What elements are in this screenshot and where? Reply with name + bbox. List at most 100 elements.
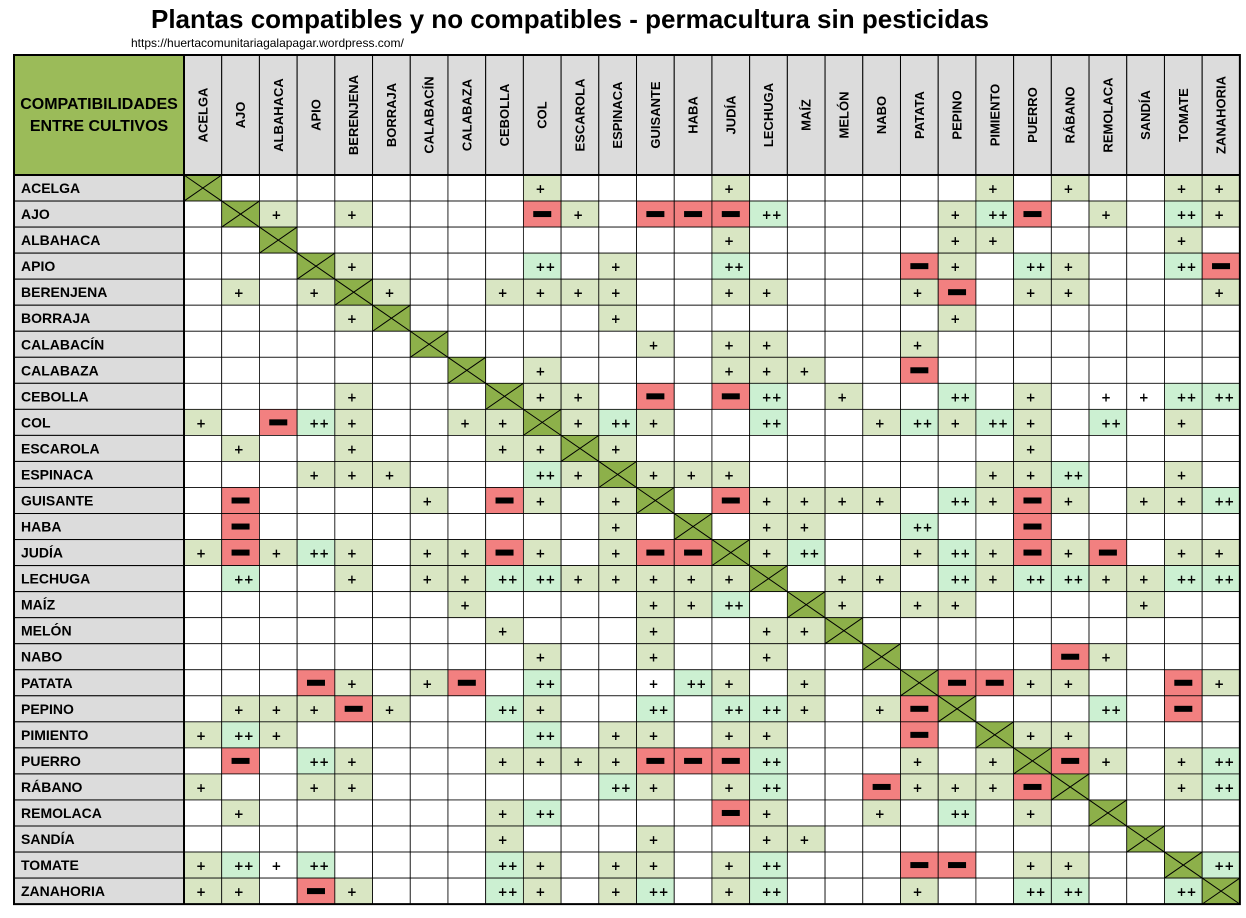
compat-symbol: + — [837, 495, 847, 509]
incompatible-symbol — [646, 549, 665, 556]
matrix-cell — [1088, 356, 1128, 384]
matrix-cell — [937, 643, 977, 671]
compat-symbol: + — [762, 651, 772, 665]
matrix-cell — [183, 408, 223, 436]
column-header-label: PEPINO — [950, 90, 965, 139]
matrix-cell — [1164, 877, 1203, 905]
matrix-cell — [372, 747, 411, 775]
matrix-cell — [900, 591, 939, 619]
matrix-cell — [1088, 565, 1128, 593]
row-header-label: REMOLACA — [21, 805, 102, 821]
row-header-label: SANDÍA — [21, 831, 75, 847]
incompatible-symbol — [684, 757, 703, 764]
compat-symbol: + — [573, 286, 583, 300]
matrix-cell — [900, 877, 939, 905]
matrix-cell — [334, 825, 373, 853]
matrix-cell — [824, 330, 864, 358]
matrix-cell — [447, 330, 487, 358]
compat-symbol: + — [234, 807, 244, 821]
compat-symbol: ++ — [950, 495, 970, 509]
matrix-cell — [673, 330, 713, 358]
compat-symbol: + — [1101, 573, 1111, 587]
compat-symbol: + — [535, 390, 545, 404]
matrix-cell — [259, 382, 298, 410]
matrix-cell — [560, 461, 600, 488]
matrix-cell — [749, 408, 788, 436]
matrix-cell — [560, 539, 600, 566]
matrix-cell — [711, 773, 751, 801]
matrix-cell — [183, 513, 223, 540]
matrix-cell — [372, 539, 411, 566]
matrix-cell — [862, 695, 901, 723]
compat-symbol: + — [1176, 234, 1186, 248]
matrix-cell — [937, 877, 977, 905]
column-header-label: REMOLACA — [1100, 77, 1115, 153]
matrix-cell — [749, 851, 788, 879]
compat-symbol: + — [649, 859, 659, 873]
matrix-cell — [183, 304, 223, 332]
matrix-cell — [1050, 356, 1090, 384]
matrix-cell — [975, 513, 1015, 540]
matrix-cell — [485, 226, 524, 254]
compat-symbol: ++ — [1214, 781, 1234, 795]
matrix-cell — [372, 174, 411, 202]
matrix-cell — [937, 200, 977, 228]
matrix-cell — [900, 825, 939, 853]
compat-symbol: + — [271, 729, 281, 743]
matrix-cell — [937, 226, 977, 254]
compat-symbol: + — [271, 547, 281, 561]
matrix-cell — [749, 747, 788, 775]
incompatible-symbol — [231, 757, 250, 764]
matrix-cell — [636, 278, 675, 306]
matrix-cell — [975, 487, 1015, 514]
compat-symbol: ++ — [799, 547, 819, 561]
compat-symbol: + — [347, 260, 357, 274]
matrix-cell — [221, 643, 260, 671]
matrix-cell — [598, 408, 637, 436]
matrix-cell — [598, 382, 637, 410]
matrix-cell — [1088, 408, 1128, 436]
matrix-cell — [447, 591, 487, 619]
matrix-cell — [1164, 461, 1203, 488]
matrix-cell — [183, 278, 223, 306]
corner-label: ENTRE CULTIVOS — [30, 118, 169, 135]
compat-symbol: + — [649, 468, 659, 482]
compat-symbol: ++ — [1176, 208, 1196, 222]
matrix-cell — [711, 513, 751, 540]
incompatible-symbol — [495, 497, 514, 504]
compat-symbol: + — [1139, 390, 1149, 404]
compat-symbol: + — [271, 208, 281, 222]
compat-symbol: + — [347, 755, 357, 769]
matrix-cell — [447, 851, 487, 879]
row-header — [13, 851, 185, 879]
matrix-cell — [409, 721, 449, 749]
matrix-cell — [673, 643, 713, 671]
column-header-label: CALABAZA — [459, 78, 474, 151]
matrix-cell — [900, 617, 939, 645]
matrix-cell — [1164, 539, 1203, 566]
matrix-cell — [598, 669, 637, 697]
matrix-cell — [221, 721, 260, 749]
compat-symbol: + — [762, 547, 772, 561]
incompatible-symbol — [721, 211, 740, 218]
matrix-cell — [711, 695, 751, 723]
matrix-cell — [1126, 434, 1165, 462]
matrix-cell — [485, 356, 524, 384]
matrix-cell — [1164, 565, 1203, 593]
matrix-cell — [937, 356, 977, 384]
matrix-cell — [673, 721, 713, 749]
matrix-cell — [447, 877, 487, 905]
matrix-cell — [636, 513, 675, 540]
matrix-cell — [296, 278, 336, 306]
compat-symbol: + — [422, 495, 432, 509]
matrix-cell — [975, 330, 1015, 358]
matrix-cell — [560, 226, 600, 254]
matrix-cell — [560, 174, 600, 202]
compat-symbol: + — [837, 599, 847, 613]
column-header — [975, 54, 1015, 176]
matrix-cell — [183, 825, 223, 853]
matrix-cell — [1126, 278, 1165, 306]
compat-symbol: + — [611, 885, 621, 899]
column-header-label: NABO — [874, 96, 889, 134]
compat-symbol: + — [724, 468, 734, 482]
